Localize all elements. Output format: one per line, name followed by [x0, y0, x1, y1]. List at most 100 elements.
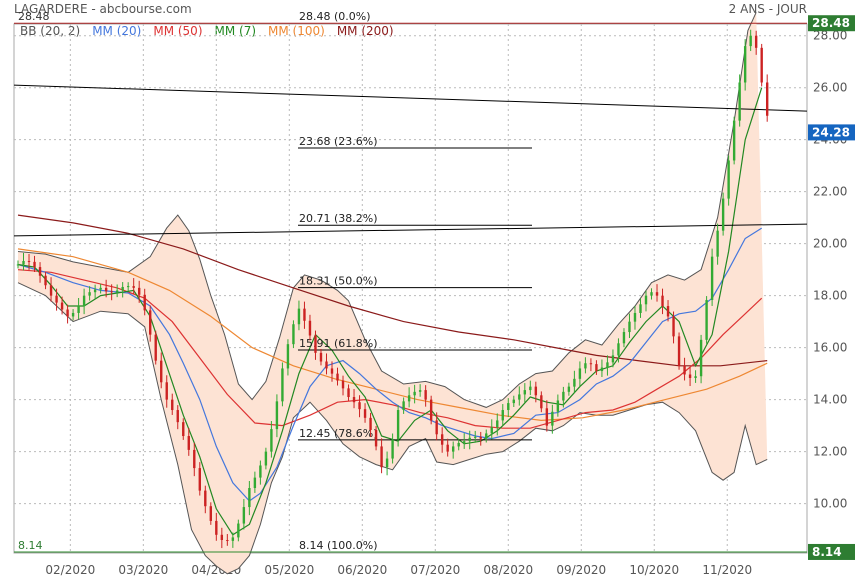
candle-body	[71, 312, 75, 317]
candle-body	[468, 437, 471, 442]
y-tick-label: 14.00	[813, 393, 847, 407]
candle-body	[325, 361, 328, 369]
candle-body	[198, 468, 201, 491]
candle-body	[716, 230, 719, 257]
candle-body	[308, 320, 312, 336]
candle-body	[55, 295, 58, 303]
candle-body	[33, 261, 36, 268]
candle-body	[385, 458, 389, 468]
price-tag-label: 28.48	[812, 16, 850, 30]
y-tick-label: 20.00	[813, 237, 847, 251]
candle-body	[143, 294, 146, 311]
candle-body	[705, 299, 708, 340]
candle-body	[149, 310, 152, 335]
candle-body	[82, 295, 86, 307]
candle-body	[578, 368, 582, 379]
x-tick-label: 07/2020	[410, 563, 460, 577]
candle-body	[115, 290, 119, 293]
candle-body	[16, 264, 20, 266]
candle-body	[496, 420, 499, 428]
period-label[interactable]: 2 ANS - JOUR	[728, 2, 807, 16]
candle-body	[562, 391, 565, 401]
candle-body	[501, 410, 504, 421]
candle-body	[204, 490, 207, 507]
candle-body	[440, 434, 444, 445]
y-tick-label: 26.00	[813, 81, 847, 95]
candle-body	[391, 439, 394, 459]
price-tag	[808, 124, 855, 141]
legend-item-mm100: MM (100)	[268, 24, 325, 38]
candle-body	[534, 386, 538, 396]
candle-body	[749, 35, 752, 47]
fib-label: 15.91 (61.8%)	[299, 337, 378, 350]
candle-body	[126, 286, 130, 288]
left-price-label: 8.14	[18, 539, 43, 552]
trend-line-lower	[13, 223, 808, 237]
candle-body	[281, 368, 284, 402]
y-tick-label: 22.00	[813, 185, 847, 199]
candle-body	[743, 46, 747, 83]
legend-item-bollinger: BB (20, 2)	[20, 24, 81, 38]
candle-body	[231, 537, 235, 541]
candle-body	[93, 289, 97, 293]
plot-frame	[13, 23, 808, 554]
candle-body	[286, 344, 290, 369]
legend-item-mm20: MM (20)	[92, 24, 142, 38]
candle-body	[683, 365, 686, 375]
x-tick-label: 08/2020	[483, 563, 533, 577]
candle-body	[347, 388, 350, 398]
mm20-line	[17, 227, 763, 502]
candle-body	[275, 401, 279, 430]
candle-body	[567, 386, 571, 392]
candle-body	[160, 360, 163, 383]
trend-line-upper	[13, 84, 808, 112]
candle-body	[765, 82, 769, 116]
candle-body	[754, 35, 758, 48]
candle-body	[655, 292, 659, 296]
candle-body	[209, 506, 213, 521]
price-tag	[808, 543, 855, 560]
candle-body	[396, 410, 400, 440]
candle-body	[66, 309, 69, 317]
fib-label: 18.31 (50.0%)	[299, 275, 378, 288]
candle-body	[463, 441, 466, 443]
candle-body	[595, 364, 598, 372]
candle-body	[60, 302, 64, 310]
candle-body	[380, 446, 383, 468]
candle-body	[644, 295, 648, 305]
y-tick-label: 18.00	[813, 289, 847, 303]
candle-body	[110, 291, 113, 293]
candle-body	[88, 292, 91, 296]
candle-body	[193, 449, 196, 469]
candle-body	[303, 308, 306, 321]
fib-label: 20.71 (38.2%)	[299, 212, 378, 225]
candle-body	[330, 368, 334, 374]
candle-body	[429, 399, 433, 421]
y-tick-label: 10.00	[813, 497, 847, 511]
candle-body	[672, 316, 675, 337]
candle-body	[242, 507, 246, 524]
candle-body	[165, 382, 168, 400]
candle-body	[551, 411, 554, 426]
candle-body	[435, 420, 438, 435]
candle-body	[451, 446, 455, 452]
candle-body	[540, 395, 543, 409]
candle-body	[518, 394, 521, 400]
candle-body	[352, 397, 356, 403]
candle-body	[49, 285, 53, 296]
mm50-line	[17, 269, 763, 429]
candle-body	[545, 408, 549, 426]
candle-body	[215, 520, 218, 535]
x-tick-label: 06/2020	[337, 563, 387, 577]
candle-body	[270, 429, 273, 452]
candle-body	[523, 390, 527, 395]
candle-body	[402, 401, 405, 411]
fib-label: 23.68 (23.6%)	[299, 135, 378, 148]
candle-body	[154, 334, 157, 361]
candle-body	[633, 312, 637, 322]
candle-body	[760, 47, 763, 83]
candle-body	[77, 306, 80, 313]
candle-body	[446, 444, 449, 452]
candle-body	[556, 400, 560, 412]
